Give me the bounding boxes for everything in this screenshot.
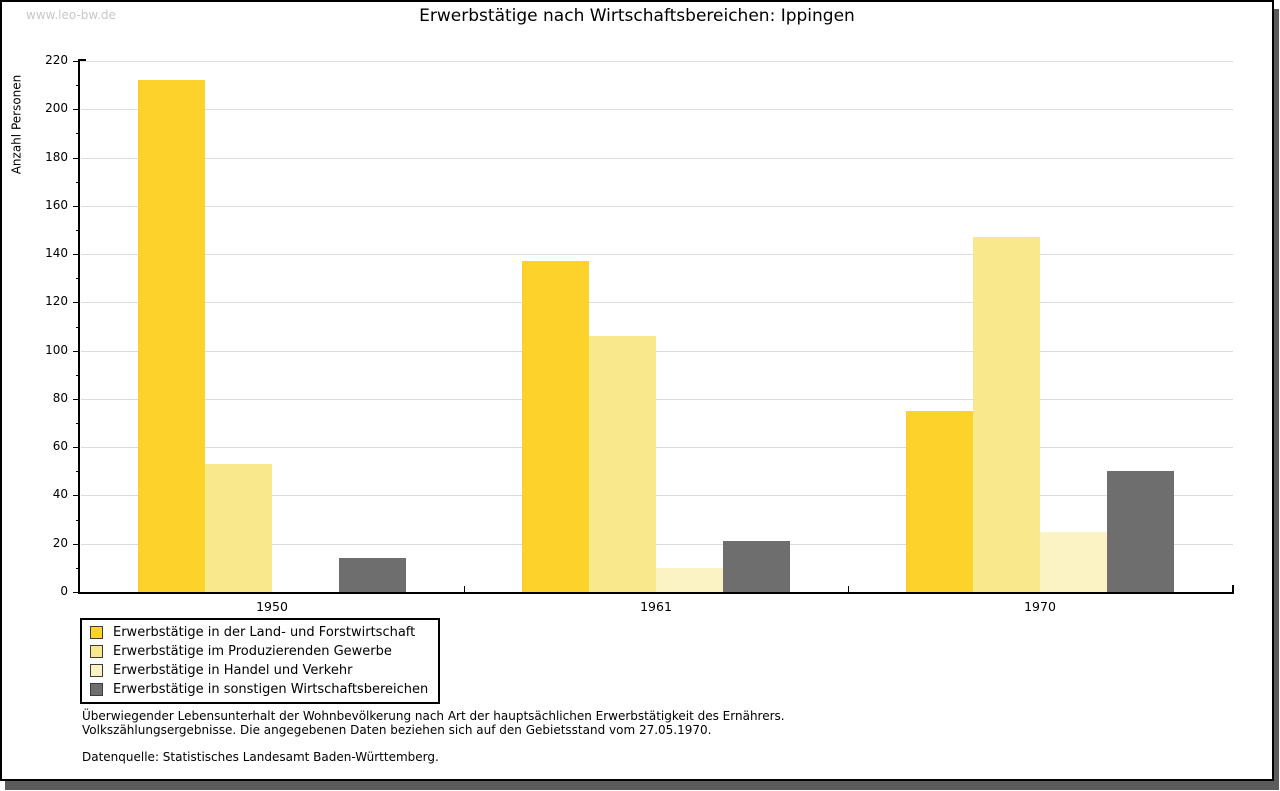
- x-axis-boundary-tick: [848, 586, 849, 592]
- legend-swatch: [90, 683, 103, 696]
- gridline: [81, 61, 1233, 62]
- y-axis-tick-major: [73, 254, 80, 255]
- y-axis-tick-label: 20: [52, 536, 68, 550]
- footnote-line-2: Volkszählungsergebnisse. Die angegebenen…: [82, 723, 712, 737]
- legend-row: Erwerbstätige im Produzierenden Gewerbe: [90, 642, 428, 661]
- y-axis-title: Anzahl Personen: [9, 74, 24, 175]
- y-axis-tick-label: 80: [52, 391, 68, 405]
- y-axis-tick-label: 100: [45, 343, 68, 357]
- legend-label: Erwerbstätige in Handel und Verkehr: [113, 663, 353, 678]
- bar-1970-series1: [906, 411, 973, 592]
- y-axis-tick-major: [73, 592, 80, 593]
- x-axis-label-1970: 1970: [1024, 599, 1056, 614]
- y-axis-tick-major: [73, 495, 80, 496]
- y-axis-tick-major: [73, 206, 80, 207]
- y-axis-tick-major: [73, 109, 80, 110]
- y-axis-tick-major: [73, 544, 80, 545]
- bar-1970-series2: [973, 237, 1040, 592]
- y-axis-tick-major: [73, 61, 80, 62]
- y-axis-tick-label: 120: [45, 294, 68, 308]
- y-axis-tick-label: 0: [60, 584, 68, 598]
- y-axis-tick-label: 200: [45, 101, 68, 115]
- x-axis-label-1961: 1961: [640, 599, 672, 614]
- gridline: [81, 254, 1233, 255]
- gridline: [81, 158, 1233, 159]
- y-axis-tick-major: [73, 302, 80, 303]
- legend-row: Erwerbstätige in Handel und Verkehr: [90, 661, 428, 680]
- y-axis-tick-major: [73, 447, 80, 448]
- gridline: [81, 399, 1233, 400]
- y-axis-tick-label: 180: [45, 150, 68, 164]
- watermark: www.leo-bw.de: [26, 8, 116, 22]
- y-axis-top-cap: [78, 59, 86, 61]
- data-source: Datenquelle: Statistisches Landesamt Bad…: [82, 750, 439, 764]
- legend-row: Erwerbstätige in der Land- und Forstwirt…: [90, 623, 428, 642]
- legend-label: Erwerbstätige in sonstigen Wirtschaftsbe…: [113, 682, 429, 697]
- y-axis-tick-label: 160: [45, 198, 68, 212]
- y-axis-tick-label: 220: [45, 53, 68, 67]
- x-axis-end-cap: [1232, 585, 1234, 594]
- bar-1970-series3: [1040, 532, 1107, 592]
- legend-swatch: [90, 645, 103, 658]
- bar-1950-series2: [205, 464, 272, 592]
- legend-row: Erwerbstätige in sonstigen Wirtschaftsbe…: [90, 680, 428, 699]
- y-axis-tick-major: [73, 158, 80, 159]
- footnote-line-1: Überwiegender Lebensunterhalt der Wohnbe…: [82, 709, 785, 723]
- gridline: [81, 351, 1233, 352]
- x-axis-line: [78, 592, 1234, 594]
- gridline: [81, 495, 1233, 496]
- gridline: [81, 109, 1233, 110]
- legend-label: Erwerbstätige im Produzierenden Gewerbe: [113, 644, 392, 659]
- y-axis-tick-label: 40: [52, 487, 68, 501]
- bar-chart: Anzahl Personen 1950 1961 1970 0 20 40 60 80 100…: [2, 2, 1272, 779]
- gridline: [81, 544, 1233, 545]
- bar-1950-series1: [138, 80, 205, 592]
- chart-title: Erwerbstätige nach Wirtschaftsbereichen:…: [419, 6, 855, 26]
- gridline: [81, 447, 1233, 448]
- y-axis-tick-label: 140: [45, 246, 68, 260]
- x-axis-boundary-tick: [464, 586, 465, 592]
- legend-label: Erwerbstätige in der Land- und Forstwirt…: [113, 625, 416, 640]
- gridline: [81, 302, 1233, 303]
- bar-1950-series4: [339, 558, 406, 592]
- footnotes: Überwiegender Lebensunterhalt der Wohnbe…: [82, 709, 785, 737]
- bar-1970-series4: [1107, 471, 1174, 592]
- bar-1961-series3: [656, 568, 723, 592]
- legend: Erwerbstätige in der Land- und Forstwirt…: [80, 618, 441, 704]
- bar-1961-series1: [522, 261, 589, 592]
- y-axis-tick-major: [73, 351, 80, 352]
- y-axis-line: [78, 59, 80, 594]
- bar-1961-series2: [589, 336, 656, 592]
- legend-swatch: [90, 664, 103, 677]
- y-axis-tick-label: 60: [52, 439, 68, 453]
- gridline: [81, 206, 1233, 207]
- legend-swatch: [90, 626, 103, 639]
- y-axis-tick-major: [73, 399, 80, 400]
- x-axis-label-1950: 1950: [256, 599, 288, 614]
- bar-1961-series4: [723, 541, 790, 592]
